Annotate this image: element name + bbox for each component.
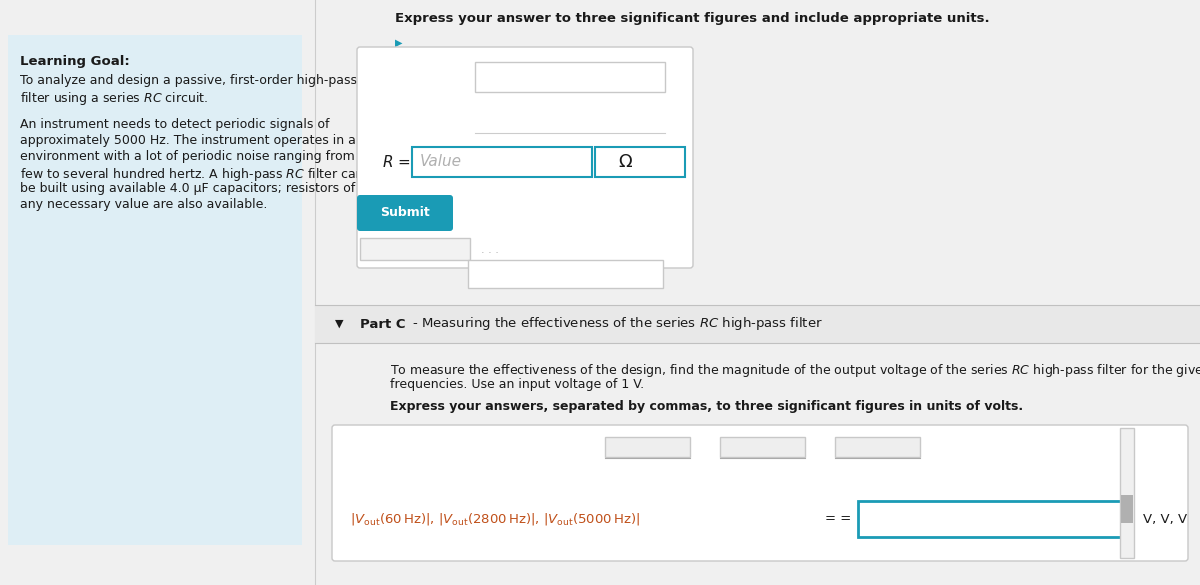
Bar bbox=[360, 238, 470, 260]
Bar bbox=[314, 305, 1200, 343]
Bar bbox=[412, 147, 592, 177]
Text: - Measuring the effectiveness of the series $RC$ high-pass filter: - Measuring the effectiveness of the ser… bbox=[408, 315, 823, 332]
Text: filter using a series $RC$ circuit.: filter using a series $RC$ circuit. bbox=[20, 90, 208, 107]
FancyBboxPatch shape bbox=[358, 47, 694, 268]
Bar bbox=[475, 62, 665, 92]
Text: To measure the effectiveness of the design, find the magnitude of the output vol: To measure the effectiveness of the desi… bbox=[390, 362, 1200, 379]
Text: frequencies. Use an input voltage of 1 V.: frequencies. Use an input voltage of 1 V… bbox=[390, 378, 644, 391]
Text: be built using available 4.0 μF capacitors; resistors of: be built using available 4.0 μF capacito… bbox=[20, 182, 355, 195]
Text: ▼: ▼ bbox=[335, 319, 343, 329]
Text: environment with a lot of periodic noise ranging from a: environment with a lot of periodic noise… bbox=[20, 150, 366, 163]
Bar bbox=[858, 501, 1123, 537]
Text: V, V, V: V, V, V bbox=[1142, 512, 1187, 525]
Text: Part C: Part C bbox=[360, 318, 406, 331]
Text: ▶: ▶ bbox=[395, 38, 402, 48]
Text: any necessary value are also available.: any necessary value are also available. bbox=[20, 198, 268, 211]
FancyBboxPatch shape bbox=[332, 425, 1188, 561]
Bar bbox=[1120, 428, 1134, 558]
Text: Value: Value bbox=[420, 154, 462, 170]
FancyBboxPatch shape bbox=[358, 195, 454, 231]
Text: few to several hundred hertz. A high-pass $RC$ filter can: few to several hundred hertz. A high-pas… bbox=[20, 166, 364, 183]
Text: $R$ =: $R$ = bbox=[382, 154, 410, 170]
Text: To analyze and design a passive, first-order high-pass: To analyze and design a passive, first-o… bbox=[20, 74, 358, 87]
Bar bbox=[835, 437, 920, 457]
Text: An instrument needs to detect periodic signals of: An instrument needs to detect periodic s… bbox=[20, 118, 330, 131]
Text: = =: = = bbox=[826, 512, 851, 525]
Bar bbox=[8, 35, 302, 545]
Bar bbox=[720, 437, 805, 457]
Text: Submit: Submit bbox=[380, 207, 430, 219]
Bar bbox=[1121, 495, 1133, 523]
Text: Express your answer to three significant figures and include appropriate units.: Express your answer to three significant… bbox=[395, 12, 990, 25]
Text: Ω: Ω bbox=[618, 153, 631, 171]
Bar bbox=[605, 437, 690, 457]
Text: $|V_{\mathrm{out}}(60\,\mathrm{Hz})|$, $|V_{\mathrm{out}}(2800\,\mathrm{Hz})|$, : $|V_{\mathrm{out}}(60\,\mathrm{Hz})|$, $… bbox=[350, 511, 641, 527]
Bar bbox=[468, 260, 662, 288]
Text: approximately 5000 Hz. The instrument operates in an: approximately 5000 Hz. The instrument op… bbox=[20, 134, 364, 147]
Text: . . .: . . . bbox=[481, 245, 499, 255]
Text: Express your answers, separated by commas, to three significant figures in units: Express your answers, separated by comma… bbox=[390, 400, 1024, 413]
Bar bbox=[595, 147, 685, 177]
Text: Learning Goal:: Learning Goal: bbox=[20, 55, 130, 68]
